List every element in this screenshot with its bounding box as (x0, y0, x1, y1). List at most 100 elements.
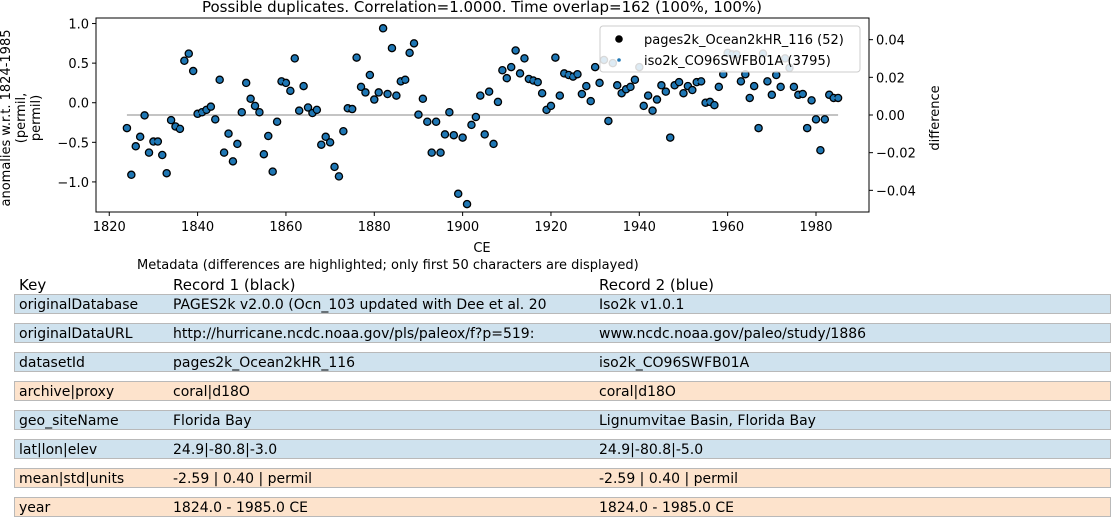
series-2-point (712, 103, 716, 107)
metadata-row: geo_siteName Florida Bay Lignumvitae Bas… (14, 410, 1111, 430)
metadata-key: geo_siteName (19, 413, 119, 429)
series-2-point (151, 140, 155, 144)
metadata-key: originalDatabase (19, 297, 139, 313)
series-2-point (443, 132, 447, 136)
metadata-record-1: pages2k_Ocean2kHR_116 (173, 355, 356, 371)
metadata-key: mean|std|units (19, 471, 125, 487)
series-2-point (500, 68, 504, 72)
series-2-point (235, 142, 239, 146)
x-tick-label: 1880 (358, 220, 391, 235)
series-2-point (717, 85, 721, 89)
metadata-key: archive|proxy (19, 384, 115, 400)
metadata-row: originalDataURL http://hurricane.ncdc.no… (14, 323, 1111, 343)
series-2-point (165, 171, 169, 175)
series-2-point (218, 78, 222, 82)
series-2-point (699, 79, 703, 83)
metadata-record-2: 1824.0 - 1985.0 CE (599, 500, 734, 516)
legend-label-series-1: pages2k_Ocean2kHR_116 (52) (644, 33, 844, 48)
metadata-row: mean|std|units -2.59 | 0.40 | permil -2.… (14, 468, 1111, 488)
series-2-point (571, 75, 575, 79)
metadata-record-1: coral|d18O (173, 384, 250, 400)
x-tick-label: 1940 (623, 220, 656, 235)
series-2-point (231, 159, 235, 163)
series-2-point (452, 133, 456, 137)
metadata-title: Metadata (differences are highlighted; o… (137, 258, 639, 273)
series-2-point (518, 71, 522, 75)
series-2-point (209, 105, 213, 109)
y2-tick-label: 0.02 (876, 71, 905, 86)
series-2-point (386, 92, 390, 96)
series-2-point (593, 65, 597, 69)
series-2-point (390, 46, 394, 50)
metadata-header-record-1: Record 1 (black) (173, 276, 296, 294)
x-tick-label: 1960 (711, 220, 744, 235)
series-2-point (315, 108, 319, 112)
series-2-point (143, 113, 147, 117)
series-2-point (664, 90, 668, 94)
legend-label-series-2: iso2k_CO96SWFB01A (3795) (644, 54, 831, 69)
series-2-point (792, 85, 796, 89)
series-2-point (681, 91, 685, 95)
series-2-point (430, 151, 434, 155)
metadata-key: datasetId (19, 355, 85, 371)
series-2-point (695, 80, 699, 84)
series-2-point (399, 79, 403, 83)
series-2-point (589, 99, 593, 103)
series-2-point (628, 85, 632, 89)
series-2-point (310, 111, 314, 115)
y2-axis-label: difference (928, 85, 943, 150)
series-2-point (213, 117, 217, 121)
series-2-point (796, 93, 800, 97)
series-2-point (827, 93, 831, 97)
series-2-point (704, 101, 708, 105)
metadata-row: datasetId pages2k_Ocean2kHR_116 iso2k_CO… (14, 352, 1111, 372)
metadata-row: lat|lon|elev 24.9|-80.8|-3.0 24.9|-80.8|… (14, 439, 1111, 459)
series-2-point (642, 104, 646, 108)
series-2-point (346, 106, 350, 110)
series-2-point (381, 26, 385, 30)
series-2-point (633, 78, 637, 82)
y-tick-label: 0.0 (68, 97, 89, 112)
series-2-point (509, 65, 513, 69)
series-2-point (805, 126, 809, 130)
series-2-point (686, 84, 690, 88)
series-2-point (673, 83, 677, 87)
series-2-point (814, 117, 818, 121)
series-2-point (752, 84, 756, 88)
series-2-point (514, 48, 518, 52)
series-2-point (770, 93, 774, 97)
metadata-row: archive|proxy coral|d18O coral|d18O (14, 381, 1111, 401)
legend-box (599, 25, 861, 73)
series-2-point (478, 94, 482, 98)
series-2-point (156, 140, 160, 144)
series-2-point (288, 89, 292, 93)
series-2-point (408, 51, 412, 55)
series-2-point (222, 151, 226, 155)
series-2-point (474, 115, 478, 119)
series-2-point (271, 170, 275, 174)
series-2-point (836, 96, 840, 100)
series-2-point (187, 52, 191, 56)
series-2-point (810, 98, 814, 102)
series-2-point (368, 73, 372, 77)
series-2-point (306, 105, 310, 109)
series-2-point (584, 84, 588, 88)
series-2-point (818, 148, 822, 152)
series-2-point (615, 83, 619, 87)
series-2-point (319, 143, 323, 147)
series-2-point (266, 134, 270, 138)
series-2-point (655, 98, 659, 102)
series-2-point (160, 153, 164, 157)
series-2-point (690, 88, 694, 92)
series-2-point (492, 142, 496, 146)
series-2-point (178, 127, 182, 131)
metadata-record-2: www.ncdc.noaa.gov/paleo/study/1886 (599, 326, 867, 342)
series-2-point (801, 92, 805, 96)
series-2-point (284, 81, 288, 85)
series-2-point (257, 110, 261, 114)
series-2-point (562, 71, 566, 75)
series-2-point (341, 129, 345, 133)
series-2-point (302, 84, 306, 88)
y-tick-label: −1.0 (57, 176, 89, 191)
y-tick-label: 0.5 (68, 57, 89, 72)
